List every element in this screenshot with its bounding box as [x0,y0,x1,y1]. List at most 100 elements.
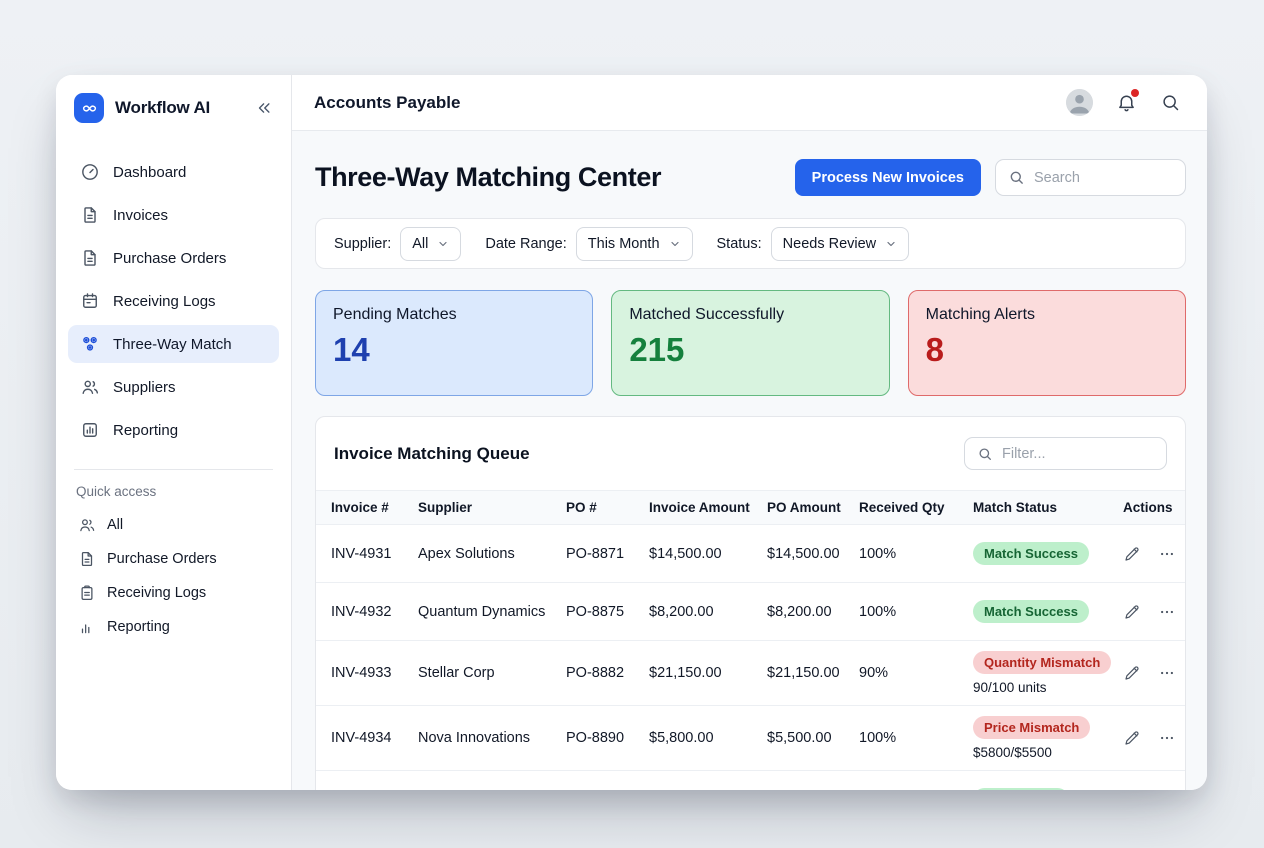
supplier-select[interactable]: All [400,226,462,261]
column-header-po: PO # [566,500,597,515]
page-header: Three-Way Matching Center Process New In… [315,159,1186,196]
sidebar-item-reporting[interactable]: Reporting [68,411,279,449]
status-select[interactable]: Needs Review [770,226,910,261]
cell-invoice-amount: $5,800.00 [649,730,714,746]
cell-supplier: Stellar Corp [418,665,495,681]
quick-access-item-label: All [107,517,124,533]
cell-po: PO-8882 [566,665,625,681]
topbar-search-button[interactable] [1160,92,1181,113]
status-detail: $5800/$5500 [973,745,1052,760]
search-icon [977,446,993,462]
quick-access-item-reporting[interactable]: Reporting [68,611,279,643]
sidebar-item-label: Reporting [113,421,179,439]
more-actions-button[interactable] [1158,545,1176,563]
quick-access-list: All Purchase Orders Receiving Logs Reportin… [68,509,279,643]
user-avatar[interactable] [1066,89,1093,116]
more-actions-button[interactable] [1158,664,1176,682]
page-title: Three-Way Matching Center [315,162,662,192]
cell-match-status: Price Mismatch $5800/$5500 [973,706,1123,770]
chart-icon [80,420,100,440]
cell-po-amount: $5,500.00 [767,730,832,746]
topbar-title: Accounts Payable [314,92,461,112]
table-row: INV-4931 Apex Solutions PO-8871 $14,500.00 $… [316,525,1185,583]
edit-button[interactable] [1123,603,1141,621]
sidebar-item-three-way-match[interactable]: Three-Way Match [68,325,279,363]
queue-title: Invoice Matching Queue [334,443,530,463]
cell-invoice: INV-4932 [331,603,392,620]
page-search-input[interactable] [1034,169,1173,186]
sidebar-item-label: Three-Way Match [113,335,232,353]
quick-access-item-label: Reporting [107,619,170,635]
cell-po: PO-8890 [566,730,625,746]
status-select-value: Needs Review [782,235,877,252]
page-header-actions: Process New Invoices [794,159,1186,196]
topbar: Accounts Payable [292,75,1207,131]
sidebar-nav: Dashboard Invoices Purchase Orders Receivin… [68,153,279,449]
cell-po-amount: $21,150.00 [767,665,840,681]
stat-value: 8 [925,331,945,368]
sidebar-collapse-button[interactable] [253,97,275,119]
notifications-button[interactable] [1116,89,1139,113]
cell-match-status: Match Success [973,590,1123,633]
quick-access-item-purchase-orders[interactable]: Purchase Orders [68,543,279,575]
queue-filter-input[interactable] [1002,445,1154,462]
file-icon [80,248,100,268]
clipboard-icon [78,584,96,602]
quick-access-label: Quick access [76,484,157,499]
cell-actions [1123,545,1183,563]
date-range-select[interactable]: This Month [575,226,693,261]
brand-name: Workflow AI [115,98,211,117]
sidebar-item-invoices[interactable]: Invoices [68,196,279,234]
sidebar-item-receiving-logs[interactable]: Receiving Logs [68,282,279,320]
supplier-select-value: All [412,235,429,252]
search-icon [1008,169,1025,186]
edit-button[interactable] [1123,664,1141,682]
pencil-icon [1123,729,1141,747]
more-actions-button[interactable] [1158,729,1176,747]
quick-access-item-receiving-logs[interactable]: Receiving Logs [68,577,279,609]
gauge-icon [80,162,100,182]
search-icon [1160,92,1181,113]
chevrons-left-icon [255,99,273,117]
stat-card-matching-alerts: Matching Alerts 8 [907,290,1186,396]
cell-actions [1123,729,1183,747]
ellipsis-icon [1158,545,1176,563]
status-badge: Price Mismatch [973,716,1091,739]
table-row [316,771,1185,790]
sidebar-item-suppliers[interactable]: Suppliers [68,368,279,406]
users-icon [78,516,96,534]
cell-po: PO-8875 [566,603,625,620]
status-badge: Quantity Mismatch [973,651,1112,674]
process-new-invoices-button[interactable]: Process New Invoices [794,159,981,196]
column-header-invoice: Invoice # [331,500,389,515]
column-header-supplier: Supplier [418,500,473,515]
cell-received-qty: 100% [859,730,897,746]
cell-invoice: INV-4934 [331,730,392,746]
cell-invoice: INV-4933 [331,665,392,681]
content: Three-Way Matching Center Process New In… [292,131,1207,790]
supplier-filter-label: Supplier: [334,235,392,252]
sidebar-item-label: Suppliers [113,378,176,396]
pencil-icon [1123,545,1141,563]
column-header-invoice-amount: Invoice Amount [649,500,750,515]
cell-received-qty: 100% [859,603,897,620]
more-actions-button[interactable] [1158,603,1176,621]
edit-button[interactable] [1123,545,1141,563]
sidebar-item-dashboard[interactable]: Dashboard [68,153,279,191]
notification-dot [1131,89,1139,97]
page-search[interactable] [995,159,1186,196]
stat-value: 14 [333,331,370,368]
cell-match-status: Quantity Mismatch 90/100 units [973,641,1123,705]
queue-filter[interactable] [964,437,1167,470]
workflow-ai-logo-icon [74,93,104,123]
cell-invoice-amount: $8,200.00 [649,603,714,620]
sidebar-item-purchase-orders[interactable]: Purchase Orders [68,239,279,277]
cell-invoice-amount: $14,500.00 [649,545,722,562]
brand-header: Workflow AI [68,91,279,123]
edit-button[interactable] [1123,729,1141,747]
quick-access-item-all[interactable]: All [68,509,279,541]
cell-supplier: Nova Innovations [418,730,531,746]
bell-icon [1116,92,1137,113]
stat-value: 215 [629,331,685,368]
quick-access-item-label: Receiving Logs [107,585,207,601]
